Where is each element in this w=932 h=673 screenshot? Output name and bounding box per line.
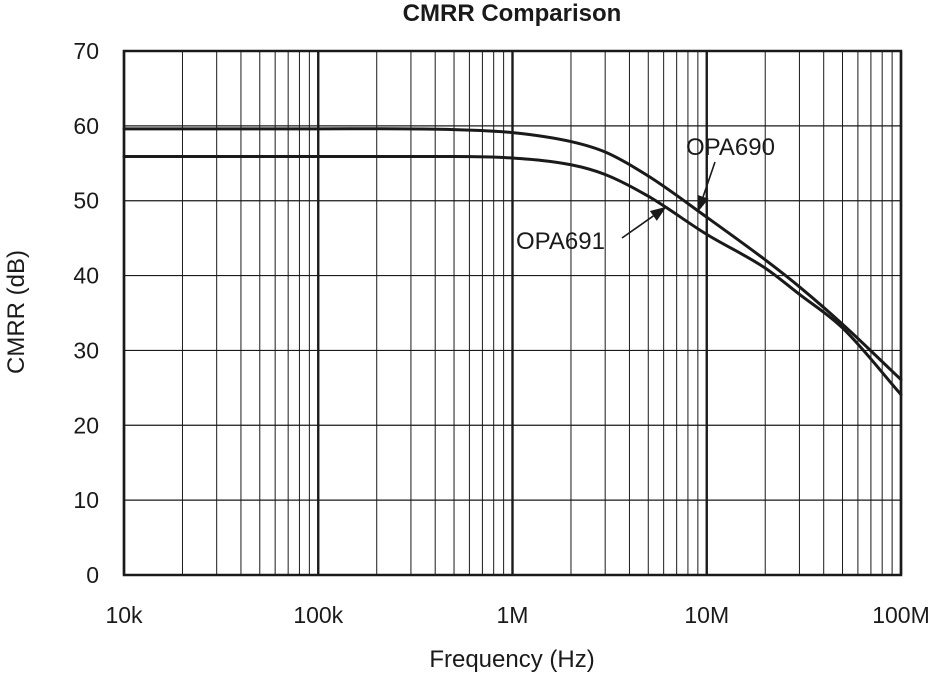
annotation-arrowhead-opa691 [649, 206, 667, 221]
y-tick-label: 50 [73, 188, 99, 214]
annotation-arrow-opa690 [702, 161, 716, 198]
annotation-arrowhead-opa690 [697, 194, 709, 212]
annotation-arrow-opa691 [621, 215, 654, 239]
x-tick-label: 100M [872, 602, 930, 628]
series-line-opa691 [122, 155, 903, 397]
x-tick-label: 10k [105, 602, 143, 628]
series-group [122, 127, 903, 397]
series-line-opa690 [122, 127, 903, 382]
y-tick-label: 0 [86, 562, 99, 588]
x-tick-label: 1M [497, 602, 529, 628]
tick-labels: 10k 100k 1M 10M 100M 0 10 20 30 40 50 60 70 [73, 38, 929, 628]
y-tick-label: 30 [73, 337, 99, 363]
annotation-label-opa690: OPA690 [686, 134, 775, 161]
x-tick-label: 100k [293, 602, 343, 628]
y-tick-label: 20 [73, 412, 99, 438]
x-tick-label: 10M [684, 602, 729, 628]
annotations: OPA690 OPA691 [516, 134, 775, 255]
plot-frame [122, 49, 903, 577]
x-axis-label: Frequency (Hz) [429, 646, 594, 673]
y-tick-label: 70 [73, 38, 99, 64]
annotation-label-opa691: OPA691 [516, 228, 605, 255]
chart-title: CMRR Comparison [403, 0, 622, 27]
y-tick-label: 60 [73, 113, 99, 139]
y-axis-label: CMRR (dB) [3, 250, 30, 374]
y-tick-label: 10 [73, 487, 99, 513]
y-tick-label: 40 [73, 263, 99, 289]
